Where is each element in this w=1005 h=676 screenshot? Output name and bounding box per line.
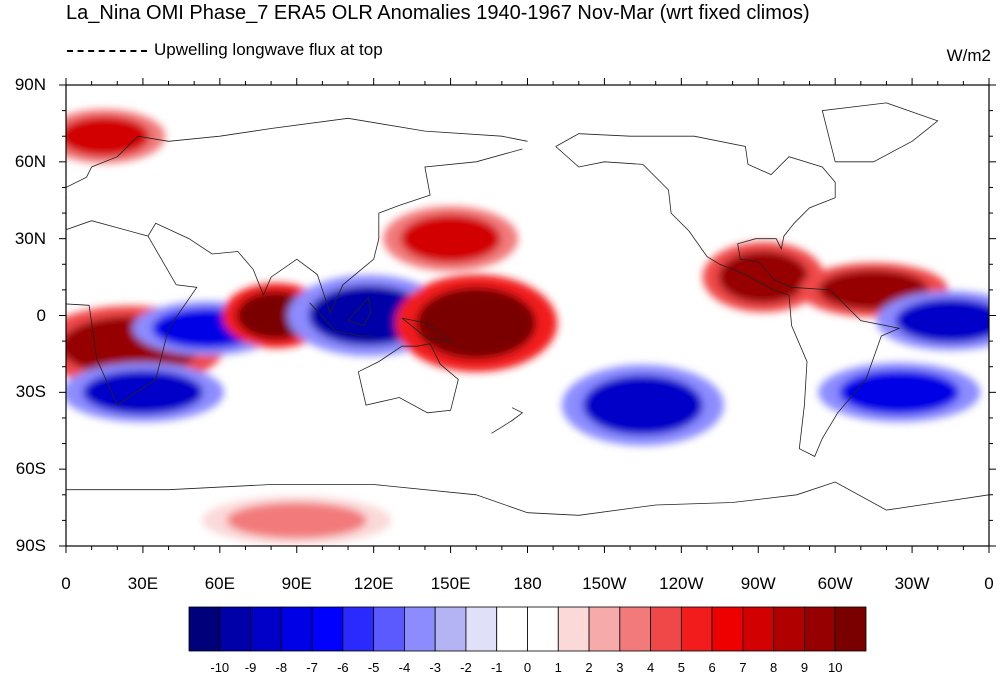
latitude-label: 90S <box>15 536 46 555</box>
plot-area <box>59 78 996 553</box>
anomaly-core <box>400 214 501 263</box>
coastline-segment <box>66 220 198 406</box>
colorbar-box <box>311 606 344 652</box>
colorbar-box <box>250 606 282 652</box>
coastline-segment <box>491 407 524 434</box>
anomaly-core <box>718 251 809 304</box>
dashed-line-legend-key <box>67 50 147 52</box>
anomaly-core <box>226 502 367 539</box>
coastline-segment <box>357 343 459 414</box>
longitude-label: 0 <box>61 574 71 593</box>
colorbar-box <box>588 606 621 652</box>
anomaly-blobs <box>66 109 989 545</box>
longitude-label: 30W <box>894 574 930 593</box>
colorbar-tick-label: 9 <box>800 660 809 675</box>
map-title: La_Nina OMI Phase_7 ERA5 OLR Anomalies 1… <box>66 2 810 24</box>
colorbar-box <box>773 606 805 652</box>
latitude-label: 60N <box>14 151 46 171</box>
colorbar-box <box>742 606 775 652</box>
colorbar-box <box>619 606 651 652</box>
colorbar-tick-label: -6 <box>337 660 349 675</box>
colorbar-box <box>465 606 498 652</box>
colorbar-tick-label: -3 <box>429 660 441 675</box>
colorbar-tick-label: -7 <box>306 660 318 675</box>
coastline-segment <box>66 117 528 199</box>
longitude-label: 150W <box>582 574 627 593</box>
colorbar-box <box>496 606 528 652</box>
colorbar-box <box>834 606 867 652</box>
legend-line-label: Upwelling longwave flux at top <box>154 40 383 59</box>
longitude-label: 30E <box>127 574 159 593</box>
colorbar-box <box>188 606 221 652</box>
longitude-label: 90E <box>281 574 312 593</box>
latitude-label: 0 <box>36 305 46 325</box>
colorbar-box <box>711 606 744 652</box>
axis-ticks <box>59 78 996 553</box>
longitude-label: 120W <box>659 574 704 593</box>
colorbar-box <box>219 606 251 652</box>
colorbar-tick-label: -9 <box>244 660 257 675</box>
colorbar-box <box>804 606 836 652</box>
longitude-label: 150E <box>430 574 471 593</box>
anomaly-core <box>416 287 537 360</box>
coastlines <box>66 102 989 516</box>
anomaly-core <box>66 116 150 157</box>
anomaly-core <box>895 298 989 343</box>
colorbar-tick-label: -1 <box>490 660 503 675</box>
colorbar-tick-label: 5 <box>677 660 685 675</box>
latitude-label: 90N <box>14 75 46 94</box>
anomaly-core <box>82 370 203 415</box>
latitude-label: 30N <box>14 228 46 248</box>
colorbar-tick-label: -4 <box>398 660 411 675</box>
colorbar-box <box>342 606 375 652</box>
coastline-segment <box>347 296 372 327</box>
colorbar-box <box>527 606 559 652</box>
colorbar-tick-label: 2 <box>585 660 593 675</box>
latitude-label: 60S <box>15 459 46 479</box>
colorbar <box>188 606 867 652</box>
coastline-segment <box>555 133 901 457</box>
coastline-segment <box>66 481 989 516</box>
colorbar-tick-label: 8 <box>770 660 778 675</box>
colorbar-tick-label: 1 <box>554 660 562 675</box>
colorbar-tick-label: -8 <box>275 660 288 675</box>
colorbar-tick-label: 3 <box>616 660 624 675</box>
colorbar-box <box>373 606 405 652</box>
coastline-segment <box>821 102 939 163</box>
units-label: W/m2 <box>946 46 991 65</box>
colorbar-tick-label: 10 <box>827 660 843 675</box>
colorbar-tick-label: 6 <box>708 660 716 675</box>
coastline-segment <box>147 148 523 314</box>
colorbar-tick-label: -5 <box>367 660 380 675</box>
anomaly-core <box>582 375 703 436</box>
latitude-label: 30S <box>15 382 46 402</box>
longitude-label: 180 <box>513 574 542 593</box>
anomaly-core <box>839 370 960 415</box>
longitude-label: 0 <box>984 574 994 593</box>
colorbar-tick-label: -2 <box>460 660 472 675</box>
colorbar-tick-label: 7 <box>739 660 747 675</box>
colorbar-box <box>680 606 713 652</box>
anomaly-field <box>66 109 989 545</box>
colorbar-box <box>404 606 436 652</box>
longitude-label: 120E <box>353 574 394 593</box>
longitude-label: 90W <box>740 574 776 593</box>
colorbar-box <box>434 606 467 652</box>
colorbar-box <box>280 606 313 652</box>
colorbar-box <box>650 606 682 652</box>
colorbar-tick-label: -10 <box>210 660 230 675</box>
colorbar-tick-label: 0 <box>523 660 532 675</box>
longitude-label: 60E <box>204 574 235 593</box>
colorbar-tick-label: 4 <box>646 660 655 675</box>
colorbar-box <box>557 606 590 652</box>
longitude-label: 60W <box>817 574 853 593</box>
coastline-segment <box>309 302 374 337</box>
coastline-segment <box>401 317 452 342</box>
